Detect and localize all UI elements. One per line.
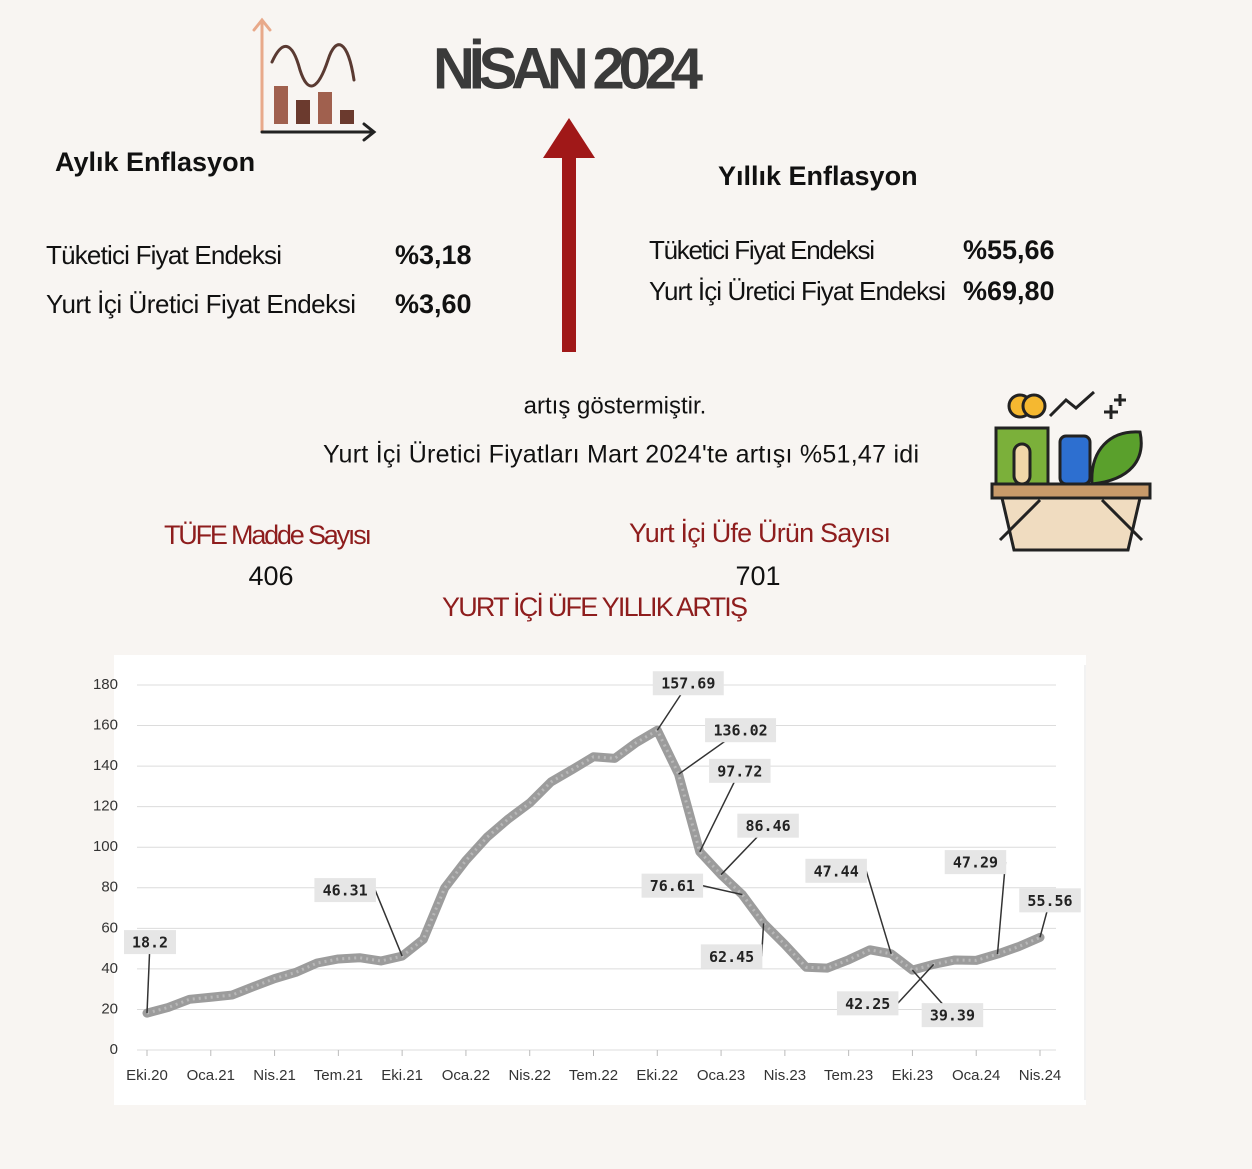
y-tick-label: 140 [93, 757, 118, 774]
x-tick-label: Oca.22 [442, 1067, 490, 1084]
x-tick-label: Tem.23 [824, 1067, 873, 1084]
label-box [705, 718, 777, 743]
count-value: 701 [735, 561, 780, 591]
leader-line [897, 963, 935, 1004]
y-tick-label: 160 [93, 717, 118, 734]
x-tick-label: Nis.24 [1019, 1067, 1062, 1084]
x-tick-label: Eki.23 [892, 1067, 934, 1084]
leader-line [702, 884, 743, 896]
note: artış göstermiştir. [524, 392, 707, 419]
leader-line [996, 862, 1007, 955]
line-texture [146, 728, 1041, 1015]
label-box [641, 873, 704, 898]
label-box [921, 1003, 984, 1028]
label-box [1019, 888, 1081, 913]
basket-icon [990, 390, 1152, 552]
x-tick-label: Eki.20 [126, 1067, 168, 1084]
data-label: 136.02 [713, 722, 767, 740]
x-tick-label: Nis.23 [764, 1067, 807, 1084]
row-label: Tüketici Fiyat Endeksi [649, 235, 875, 265]
data-label: 18.2 [132, 934, 168, 952]
count-label: TÜFE Madde Sayısı [164, 520, 372, 550]
data-label: 39.39 [930, 1007, 975, 1025]
y-tick-label: 120 [93, 798, 118, 815]
y-tick-label: 180 [93, 676, 118, 693]
x-tick-label: Oca.21 [187, 1067, 235, 1084]
label-box [709, 758, 771, 783]
row-value: %69,80 [963, 276, 1055, 306]
y-tick-label: 20 [101, 1000, 118, 1017]
data-label: 47.44 [814, 862, 859, 880]
row-value: %3,18 [395, 240, 472, 270]
title: NİSAN 2024 [433, 36, 703, 101]
row-label: Yurt İçi Üretici Fiyat Endeksi [649, 276, 946, 306]
label-box [944, 850, 1007, 875]
label-box [805, 858, 867, 883]
label-box [314, 878, 376, 903]
x-tick-label: Oca.23 [697, 1067, 745, 1084]
leader-line [865, 870, 892, 955]
up-arrow [543, 118, 595, 352]
data-label: 55.56 [1027, 892, 1072, 910]
row-label: Tüketici Fiyat Endeksi [46, 240, 282, 270]
note: Yurt İçi Üretici Fiyatları Mart 2024'te … [323, 440, 919, 469]
data-label: 86.46 [745, 817, 790, 835]
leader-line [699, 770, 741, 853]
data-label: 42.25 [845, 995, 890, 1013]
x-tick-label: Oca.24 [952, 1067, 1000, 1084]
x-tick-label: Eki.22 [636, 1067, 678, 1084]
count-value: 406 [248, 561, 293, 591]
label-box [652, 671, 724, 696]
leader-line [374, 889, 403, 957]
label-box [737, 813, 799, 838]
data-label: 46.31 [323, 882, 368, 900]
chart-title: YURT İÇİ ÜFE YILLIK ARTIŞ [442, 591, 748, 622]
count-label: Yurt İçi Üfe Ürün Sayısı [629, 517, 891, 548]
y-tick-label: 80 [101, 879, 118, 896]
x-tick-label: Eki.21 [381, 1067, 423, 1084]
y-tick-label: 0 [110, 1041, 118, 1058]
chart-icon [252, 17, 377, 142]
y-tick-label: 60 [101, 919, 118, 936]
row-label: Yurt İçi Üretici Fiyat Endeksi [46, 289, 356, 319]
x-tick-label: Nis.22 [508, 1067, 551, 1084]
monthly-heading: Aylık Enflasyon [55, 147, 255, 177]
row-value: %3,60 [395, 289, 472, 319]
chart-area [114, 655, 1086, 1105]
plot: 0 20 40 60 80 100 120 140 160 180 Eki.20 Oca.21 Nis.… [93, 665, 1086, 1100]
label-box [700, 944, 763, 969]
annual-heading: Yıllık Enflasyon [718, 161, 918, 191]
data-label: 62.45 [709, 948, 754, 966]
y-tick-label: 40 [101, 960, 118, 977]
data-label: 47.29 [953, 854, 998, 872]
label-box [124, 930, 176, 955]
data-label: 76.61 [650, 877, 695, 895]
data-label: 97.72 [717, 762, 762, 780]
row-value: %55,66 [963, 235, 1055, 265]
label-box [836, 991, 899, 1016]
x-tick-label: Nis.21 [253, 1067, 296, 1084]
data-label: 157.69 [661, 675, 715, 693]
x-tick-label: Tem.22 [569, 1067, 618, 1084]
y-tick-label: 100 [93, 838, 118, 855]
x-tick-label: Tem.21 [314, 1067, 363, 1084]
